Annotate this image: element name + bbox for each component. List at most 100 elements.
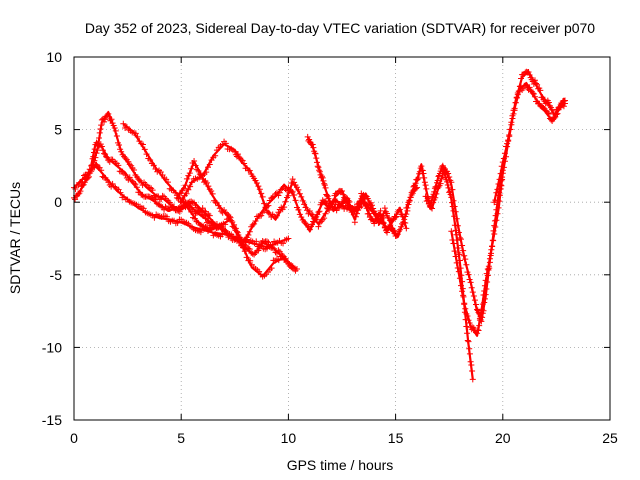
data-point [147, 156, 154, 163]
data-point [275, 247, 282, 254]
data-point [132, 130, 139, 137]
data-point [492, 224, 499, 231]
data-point [508, 121, 515, 128]
data-point [295, 186, 302, 193]
data-point [456, 275, 463, 282]
data-point [313, 159, 320, 166]
data-point [488, 250, 495, 257]
data-point [480, 291, 487, 298]
x-tick-label: 15 [388, 430, 404, 446]
data-point [191, 215, 198, 222]
data-point [226, 213, 233, 220]
data-point [223, 229, 230, 236]
data-point [102, 116, 109, 123]
data-point [468, 361, 475, 368]
data-point [553, 107, 560, 114]
data-point [140, 205, 147, 212]
data-point [461, 252, 468, 259]
data-point [183, 175, 190, 182]
data-point [85, 169, 92, 176]
data-point [474, 326, 481, 333]
data-point [221, 226, 228, 233]
data-point [462, 256, 469, 263]
data-point [401, 219, 408, 226]
data-point [479, 306, 486, 313]
data-point [461, 300, 468, 307]
data-point [208, 187, 215, 194]
data-point [456, 251, 463, 258]
data-point [215, 202, 222, 209]
x-tick-label: 5 [177, 430, 185, 446]
data-point [474, 330, 481, 337]
data-point [192, 162, 199, 169]
data-point [271, 245, 278, 252]
data-point [134, 133, 141, 140]
plot-frame [73, 56, 611, 421]
data-point [305, 224, 312, 231]
data-point [315, 209, 322, 216]
data-point [477, 313, 484, 320]
data-point [185, 186, 192, 193]
data-point [529, 90, 536, 97]
data-point [128, 177, 135, 184]
data-point [175, 195, 182, 202]
data-point [445, 170, 452, 177]
y-tick-label: 10 [46, 49, 62, 65]
data-point [216, 205, 223, 212]
data-point [328, 203, 335, 210]
data-point [352, 206, 359, 213]
y-tick-label: -5 [50, 267, 63, 283]
data-point [403, 211, 410, 218]
data-point [299, 197, 306, 204]
data-point [159, 192, 166, 199]
data-point [151, 196, 158, 203]
data-point [545, 111, 552, 118]
data-point [396, 206, 403, 213]
data-point [306, 207, 313, 214]
data-point [505, 137, 512, 144]
data-point [151, 214, 158, 221]
data-point [96, 129, 103, 136]
data-point [394, 231, 401, 238]
data-point [381, 205, 388, 212]
data-point [197, 229, 204, 236]
data-point [306, 226, 313, 233]
data-point [252, 218, 259, 225]
data-point [125, 158, 132, 165]
data-point [203, 179, 210, 186]
data-point [222, 221, 229, 228]
data-point [476, 322, 483, 329]
data-point [191, 157, 198, 164]
data-point [253, 213, 260, 220]
data-point [380, 212, 387, 219]
data-point [289, 188, 296, 195]
data-point [372, 210, 379, 217]
data-point [171, 203, 178, 210]
data-point [159, 204, 166, 211]
data-point [504, 140, 511, 147]
data-point [489, 243, 496, 250]
data-point [465, 338, 472, 345]
data-point [195, 167, 202, 174]
data-point [298, 214, 305, 221]
data-point [365, 210, 372, 217]
data-point [223, 210, 230, 217]
data-point [99, 173, 106, 180]
data-point [261, 200, 268, 207]
data-point [282, 198, 289, 205]
data-point [451, 248, 458, 255]
data-point [370, 205, 377, 212]
data-point [354, 210, 361, 217]
data-point [303, 207, 310, 214]
data-point [452, 227, 459, 234]
data-point [136, 177, 143, 184]
data-point [263, 238, 270, 245]
data-point [275, 257, 282, 264]
series-trace-1 [71, 161, 292, 253]
data-point [453, 259, 460, 266]
data-point [117, 189, 124, 196]
data-point [395, 207, 402, 214]
data-point [323, 192, 330, 199]
data-point [295, 206, 302, 213]
data-point [195, 205, 202, 212]
